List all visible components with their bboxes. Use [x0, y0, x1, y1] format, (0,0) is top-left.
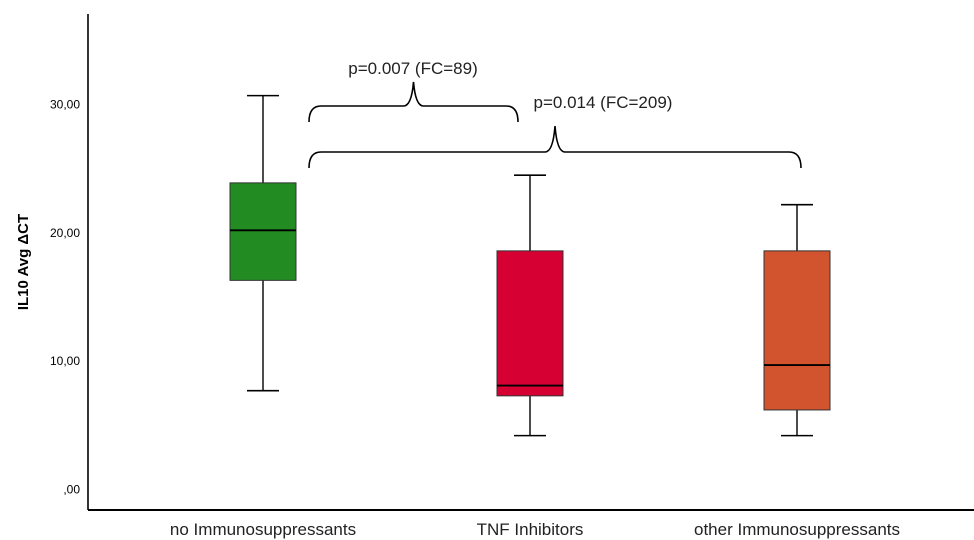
p-value-label: p=0.007 (FC=89) [348, 59, 477, 78]
y-axis-title: IL10 Avg ΔCT [15, 214, 32, 310]
curly-brace [308, 125, 802, 169]
x-category-label: other Immunosuppressants [694, 520, 900, 539]
p-value-label: p=0.014 (FC=209) [534, 93, 673, 112]
significance-annotations: p=0.007 (FC=89) p=0.014 (FC=209) [308, 59, 802, 169]
box-group [763, 203, 831, 437]
x-category-label: TNF Inhibitors [477, 520, 584, 539]
box-group [229, 94, 297, 392]
y-tick-label: ,00 [63, 483, 80, 497]
iqr-box [496, 250, 564, 397]
iqr-box [229, 182, 297, 281]
box-marks [229, 94, 831, 437]
significance-bracket: p=0.007 (FC=89) [308, 59, 519, 123]
x-category-label: no Immunosuppressants [170, 520, 356, 539]
iqr-box [763, 250, 831, 411]
significance-bracket: p=0.014 (FC=209) [308, 93, 802, 169]
box-group [496, 174, 564, 437]
axes: ,00 10,00 20,00 30,00 no Immunosuppressants T… [50, 14, 974, 539]
y-tick-label: 10,00 [50, 354, 80, 368]
y-tick-label: 20,00 [50, 226, 80, 240]
curly-brace [308, 81, 519, 123]
y-tick-label: 30,00 [50, 98, 80, 112]
